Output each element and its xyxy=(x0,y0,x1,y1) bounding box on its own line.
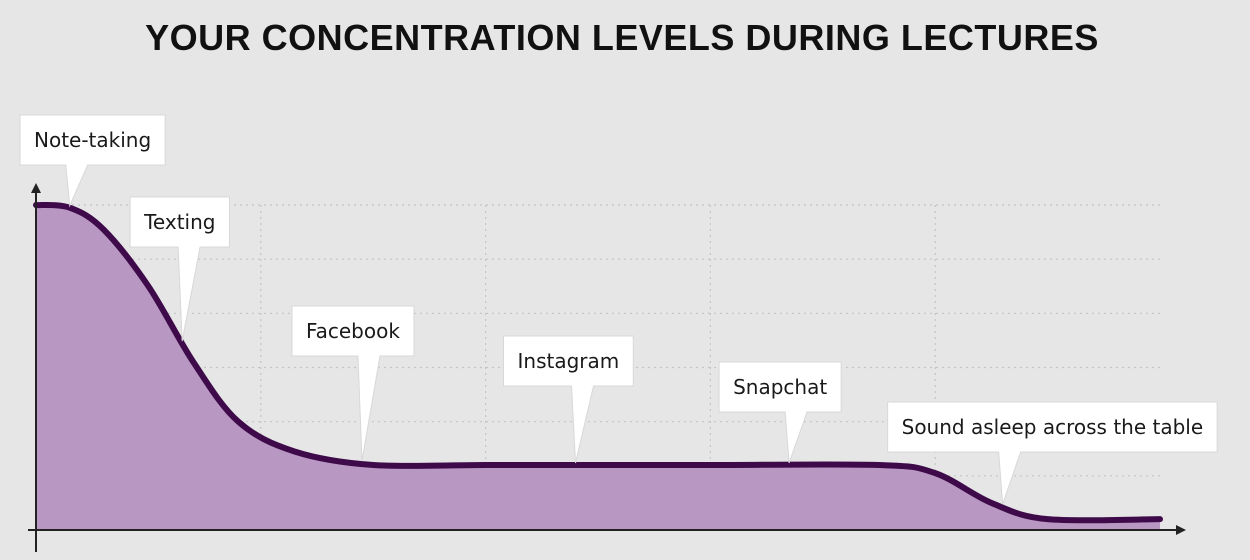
annotation-bubble xyxy=(503,335,634,464)
chart-title: YOUR CONCENTRATION LEVELS DURING LECTURE… xyxy=(145,17,1099,58)
annotation-label: Texting xyxy=(143,210,215,234)
annotation-bubble xyxy=(19,114,166,208)
annotation-bubble xyxy=(887,401,1218,505)
annotation-callout: Snapchat xyxy=(718,361,842,464)
y-axis-arrow xyxy=(31,183,41,193)
annotation-callout: Facebook xyxy=(291,305,415,462)
annotation-label: Snapchat xyxy=(733,375,827,399)
annotation-label: Note-taking xyxy=(34,128,151,152)
annotation-label: Facebook xyxy=(306,319,400,343)
annotation-label: Instagram xyxy=(518,349,620,373)
annotation-callout: Texting xyxy=(129,196,231,342)
annotation-bubble xyxy=(129,196,231,342)
annotation-callout: Sound asleep across the table xyxy=(887,401,1218,505)
area-layer xyxy=(33,201,1163,530)
annotation-callout: Note-taking xyxy=(19,114,166,208)
annotation-label: Sound asleep across the table xyxy=(902,415,1204,439)
callouts: Note-taking Texting Facebook Instagram Snapc… xyxy=(19,114,1218,505)
annotation-bubble xyxy=(291,305,415,462)
annotation-bubble xyxy=(718,361,842,464)
concentration-line xyxy=(33,201,1163,524)
x-axis-arrow xyxy=(1176,525,1186,535)
annotation-callout: Instagram xyxy=(503,335,634,464)
axes xyxy=(28,183,1186,552)
concentration-area xyxy=(36,204,1160,530)
